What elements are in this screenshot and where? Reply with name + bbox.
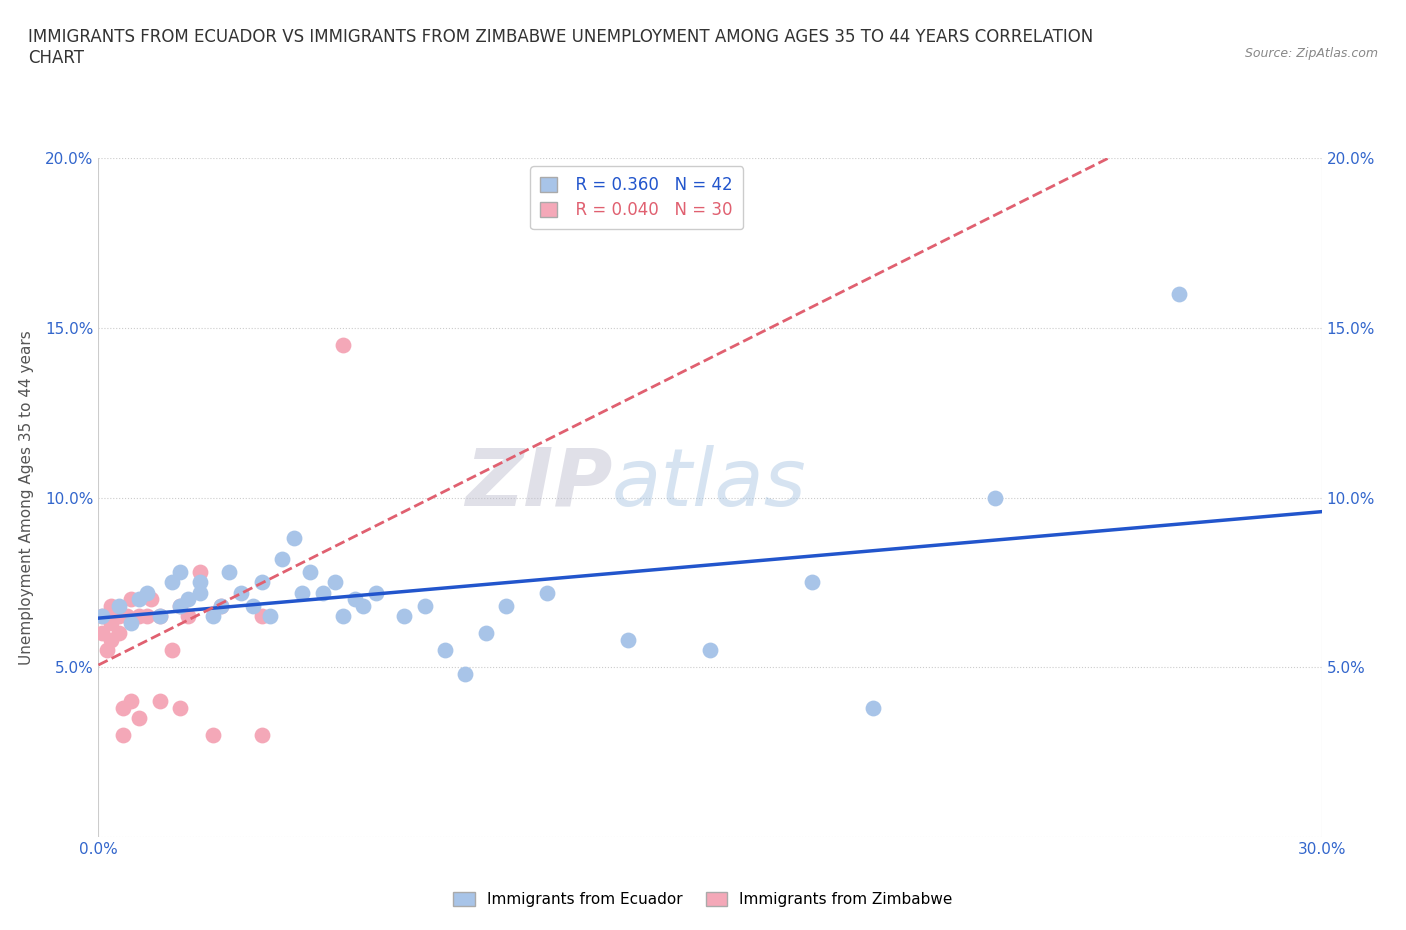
Text: IMMIGRANTS FROM ECUADOR VS IMMIGRANTS FROM ZIMBABWE UNEMPLOYMENT AMONG AGES 35 T: IMMIGRANTS FROM ECUADOR VS IMMIGRANTS FR…: [28, 28, 1094, 67]
Point: [96, 643, 118, 658]
Point: [801, 575, 824, 590]
Text: Source: ZipAtlas.com: Source: ZipAtlas.com: [1244, 46, 1378, 60]
Point: [231, 585, 253, 600]
Point: [128, 609, 150, 624]
Point: [149, 694, 172, 709]
Point: [344, 592, 367, 607]
Point: [250, 727, 273, 742]
Point: [169, 565, 191, 579]
Point: [332, 338, 354, 352]
Point: [352, 599, 374, 614]
Point: [100, 599, 122, 614]
Point: [218, 565, 240, 579]
Point: [149, 609, 172, 624]
Legend:   R = 0.360   N = 42,   R = 0.040   N = 30: R = 0.360 N = 42, R = 0.040 N = 30: [530, 166, 742, 229]
Point: [149, 609, 172, 624]
Point: [91, 626, 114, 641]
Point: [169, 599, 191, 614]
Point: [454, 667, 477, 682]
Point: [699, 643, 721, 658]
Point: [201, 727, 224, 742]
Point: [242, 599, 264, 614]
Point: [201, 609, 224, 624]
Point: [270, 551, 294, 566]
Point: [250, 609, 273, 624]
Point: [91, 609, 114, 624]
Point: [108, 626, 131, 641]
Point: [177, 609, 200, 624]
Point: [120, 616, 142, 631]
Point: [128, 711, 150, 725]
Y-axis label: Unemployment Among Ages 35 to 44 years: Unemployment Among Ages 35 to 44 years: [20, 330, 34, 665]
Point: [413, 599, 436, 614]
Point: [108, 599, 131, 614]
Point: [160, 575, 183, 590]
Point: [141, 592, 163, 607]
Point: [177, 592, 200, 607]
Point: [323, 575, 346, 590]
Point: [120, 694, 142, 709]
Point: [862, 700, 884, 715]
Point: [169, 700, 191, 715]
Point: [96, 609, 118, 624]
Point: [495, 599, 517, 614]
Text: atlas: atlas: [612, 445, 807, 523]
Point: [91, 609, 114, 624]
Point: [111, 727, 134, 742]
Point: [291, 585, 314, 600]
Point: [100, 616, 122, 631]
Point: [128, 592, 150, 607]
Point: [111, 700, 134, 715]
Point: [474, 626, 498, 641]
Point: [332, 609, 354, 624]
Point: [136, 609, 159, 624]
Point: [364, 585, 387, 600]
Point: [1167, 286, 1189, 301]
Point: [299, 565, 322, 579]
Point: [188, 565, 212, 579]
Point: [160, 643, 183, 658]
Point: [536, 585, 558, 600]
Point: [136, 585, 159, 600]
Point: [108, 609, 131, 624]
Point: [188, 585, 212, 600]
Point: [617, 632, 640, 647]
Point: [312, 585, 335, 600]
Point: [209, 599, 232, 614]
Point: [115, 609, 138, 624]
Point: [188, 575, 212, 590]
Point: [250, 575, 273, 590]
Point: [169, 599, 191, 614]
Point: [984, 490, 1007, 505]
Point: [392, 609, 416, 624]
Text: ZIP: ZIP: [465, 445, 612, 523]
Point: [434, 643, 457, 658]
Point: [283, 531, 305, 546]
Legend: Immigrants from Ecuador, Immigrants from Zimbabwe: Immigrants from Ecuador, Immigrants from…: [447, 885, 959, 913]
Point: [259, 609, 281, 624]
Point: [120, 592, 142, 607]
Point: [209, 599, 232, 614]
Point: [100, 632, 122, 647]
